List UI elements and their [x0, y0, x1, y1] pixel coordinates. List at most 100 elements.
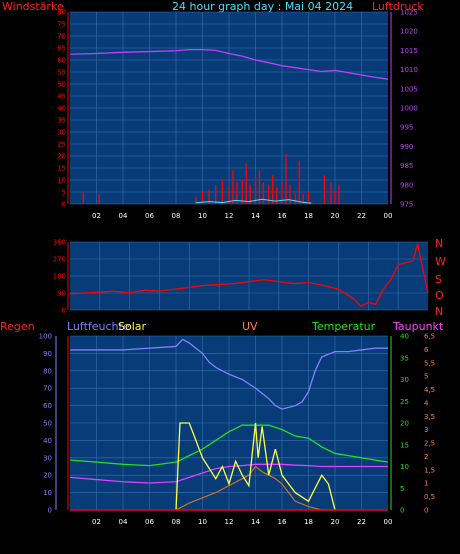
uv-label: UV [242, 320, 258, 333]
wind-tick-label: 35 [57, 117, 66, 125]
direction-label-n-top: N [435, 237, 444, 250]
temperature-tick-label: 40 [400, 333, 409, 341]
multi-x-tick-label: 00 [384, 518, 393, 526]
uv-tick-label: 1 [424, 480, 428, 488]
wind-x-tick-label: 22 [357, 212, 366, 220]
direction-label-n-bottom: N [435, 305, 444, 318]
humidity-tick-label: 0 [48, 507, 52, 515]
temperature-tick-label: 20 [400, 420, 409, 428]
uv-tick-label: 0,5 [424, 493, 435, 501]
uv-tick-label: 5,5 [424, 359, 435, 367]
temperature-tick-label: 0 [400, 507, 404, 515]
temperature-tick-label: 5 [400, 485, 404, 493]
rain-label: Regen [0, 320, 35, 333]
direction-tick-label: 90 [57, 290, 66, 298]
multi-x-tick-label: 08 [172, 518, 181, 526]
wind-tick-label: 75 [57, 21, 66, 29]
wind-tick-label: 60 [57, 57, 66, 65]
wind-x-tick-label: 20 [331, 212, 340, 220]
uv-tick-label: 4,5 [424, 386, 435, 394]
pressure-line [69, 48, 389, 80]
direction-tick-label: 360 [53, 239, 66, 247]
wind-tick-label: 55 [57, 69, 66, 77]
uv-tick-label: 4 [424, 399, 429, 407]
direction-label-o: O [435, 289, 444, 302]
humidity-tick-label: 40 [43, 437, 52, 445]
wind-x-tick-label: 00 [384, 212, 393, 220]
solar-label: Solar [118, 320, 147, 333]
wind-tick-label: 0 [62, 201, 66, 209]
pressure-tick-label: 995 [400, 124, 413, 132]
uv-tick-label: 3,5 [424, 413, 435, 421]
humidity-tick-label: 90 [43, 350, 52, 358]
wind-x-tick-label: 10 [198, 212, 207, 220]
wind-x-tick-label: 16 [278, 212, 287, 220]
direction-tick-label: 180 [53, 273, 66, 281]
temperature-tick-label: 35 [400, 354, 409, 362]
wind-x-tick-label: 04 [119, 212, 128, 220]
uv-tick-label: 5 [424, 373, 428, 381]
humidity-tick-label: 60 [43, 402, 52, 410]
multi-x-tick-label: 18 [304, 518, 313, 526]
humidity-tick-label: 80 [43, 367, 52, 375]
humidity-tick-label: 100 [39, 333, 52, 341]
wind-tick-label: 50 [57, 81, 66, 89]
pressure-tick-label: 1010 [400, 66, 418, 74]
humidity-tick-label: 70 [43, 385, 52, 393]
direction-label-s: S [435, 273, 442, 286]
multi-x-tick-label: 06 [145, 518, 154, 526]
uv-tick-label: 6 [424, 346, 429, 354]
wind-tick-label: 10 [57, 177, 66, 185]
direction-tick-label: 270 [53, 256, 66, 264]
humidity-label: Luftfeuchte [67, 320, 130, 333]
wind-tick-label: 70 [57, 33, 66, 41]
direction-tick-label: 0 [62, 307, 66, 315]
humidity-line [70, 338, 388, 410]
pressure-tick-label: 1000 [400, 105, 418, 113]
temperature-tick-label: 15 [400, 441, 409, 449]
pressure-tick-label: 1005 [400, 85, 418, 93]
wind-x-tick-label: 18 [304, 212, 313, 220]
uv-tick-label: 1,5 [424, 466, 435, 474]
uv-tick-label: 0 [424, 507, 428, 515]
solar-line [175, 422, 336, 511]
uv-tick-label: 2 [424, 453, 428, 461]
pressure-tick-label: 1020 [400, 28, 418, 36]
multi-x-tick-label: 22 [357, 518, 366, 526]
direction-line [69, 243, 429, 308]
temperature-tick-label: 30 [400, 376, 409, 384]
humidity-tick-label: 50 [43, 420, 52, 428]
wind-x-tick-label: 06 [145, 212, 154, 220]
wind-tick-label: 25 [57, 141, 66, 149]
wind-tick-label: 15 [57, 165, 66, 173]
multi-x-tick-label: 02 [92, 518, 101, 526]
pressure-tick-label: 1015 [400, 47, 418, 55]
wind-tick-label: 40 [57, 105, 66, 113]
temperature-tick-label: 10 [400, 463, 409, 471]
humidity-tick-label: 10 [43, 489, 52, 497]
pressure-tick-label: 1025 [400, 9, 418, 17]
temperature-tick-label: 25 [400, 398, 409, 406]
pressure-tick-label: 985 [400, 162, 413, 170]
dewpoint-label: Taupunkt [393, 320, 444, 333]
humidity-tick-label: 30 [43, 454, 52, 462]
multi-x-tick-label: 16 [278, 518, 287, 526]
direction-label-w: W [435, 255, 446, 268]
pressure-tick-label: 975 [400, 201, 413, 209]
wind-tick-label: 65 [57, 45, 66, 53]
multi-x-tick-label: 20 [331, 518, 340, 526]
wind-tick-label: 30 [57, 129, 66, 137]
pressure-tick-label: 980 [400, 181, 413, 189]
wind-x-tick-label: 08 [172, 212, 181, 220]
temperature-label: Temperatur [312, 320, 376, 333]
uv-line [175, 465, 335, 511]
multi-x-tick-label: 14 [251, 518, 260, 526]
wind-tick-label: 20 [57, 153, 66, 161]
humidity-tick-label: 20 [43, 472, 52, 480]
pressure-axis-label: Luftdruck [372, 0, 424, 13]
uv-tick-label: 6,5 [424, 333, 435, 341]
multi-x-tick-label: 04 [119, 518, 128, 526]
wind-tick-label: 80 [57, 9, 66, 17]
